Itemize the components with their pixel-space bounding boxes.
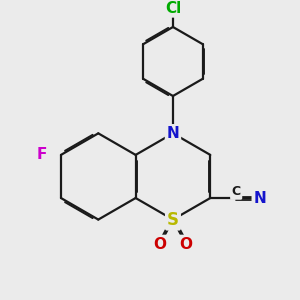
Text: N: N: [167, 126, 179, 141]
Text: O: O: [179, 236, 192, 251]
Text: F: F: [37, 147, 47, 162]
Text: S: S: [167, 211, 179, 229]
Text: C: C: [232, 185, 241, 198]
Text: N: N: [254, 190, 266, 206]
Text: O: O: [154, 236, 166, 251]
Text: Cl: Cl: [165, 1, 181, 16]
